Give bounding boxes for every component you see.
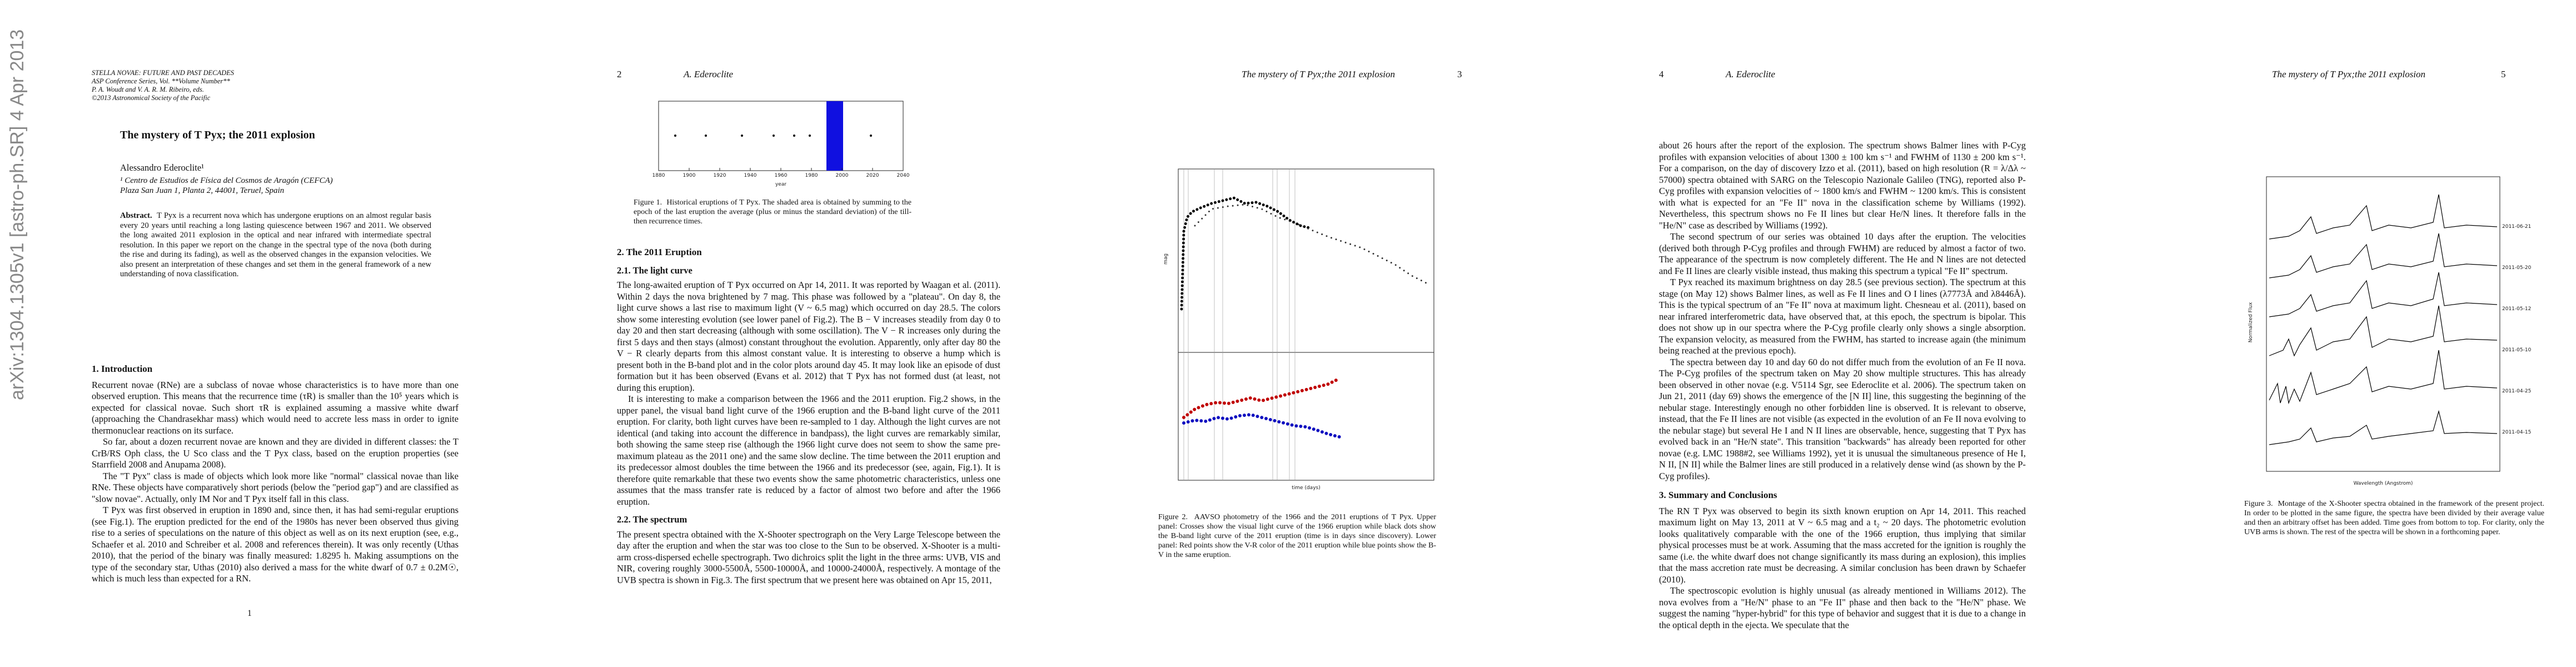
body-column: 1. Introduction Recurrent novae (RNe) ar… (92, 356, 459, 585)
body-column: 2. The 2011 Eruption 2.1. The light curv… (617, 239, 1000, 586)
subsection-heading: 2.2. The spectrum (617, 514, 687, 525)
paragraph: The "T Pyx" class is made of objects whi… (92, 470, 459, 504)
paragraph: The RN T Pyx was observed to begin its s… (1659, 505, 2026, 585)
eruption-dots (674, 135, 872, 137)
b-v-color (1182, 412, 1341, 439)
y-axis-label: Normalized Flux (2248, 302, 2254, 342)
caption-label: Figure 1. (634, 198, 662, 207)
x-tick-label: 2040 (897, 173, 910, 178)
x-tick-label: 1880 (652, 173, 665, 178)
figure-caption: Figure 3. Montage of the X-Shooter spect… (2244, 499, 2544, 537)
spectrum-date: 2011-05-12 (2502, 306, 2531, 312)
x-tick-label: 1940 (744, 173, 757, 178)
figure-caption: Figure 2. AAVSO photometry of the 1966 a… (1158, 512, 1436, 560)
page-number: 4 (1659, 69, 1664, 79)
epoch-lines (1183, 169, 1296, 480)
caption-text: Historical eruptions of T Pyx. The shade… (634, 198, 912, 226)
running-head: A. Ederoclite (684, 69, 734, 79)
header-line: ©2013 Astronomical Society of the Pacifi… (92, 94, 211, 102)
running-head: The mystery of T Pyx;the 2011 explosion (2272, 69, 2426, 79)
page-number: 5 (2501, 69, 2506, 79)
spectrum-date: 2011-04-15 (2502, 430, 2531, 435)
figure-2: mag time (days) (1163, 168, 1434, 491)
page: The mystery of T Pyx;the 2011 explosion … (1030, 0, 1546, 667)
paragraph: The second spectrum of our series was ob… (1659, 231, 2026, 276)
page: The mystery of T Pyx;the 2011 explosion … (2061, 0, 2576, 667)
figure-caption: Figure 1. Historical eruptions of T Pyx.… (634, 198, 911, 226)
author: Alessandro Ederoclite¹ (120, 162, 205, 173)
light-curve-1966 (1194, 203, 1429, 285)
figure-1: 1880 1900 1920 1940 1960 1980 2000 2020 2040 yea… (652, 101, 910, 187)
x-axis-label: year (775, 182, 786, 187)
spectrum-date: 2011-05-10 (2502, 347, 2532, 353)
caption-label: Figure 3. (2244, 500, 2273, 508)
paragraph: about 26 hours after the report of the e… (1659, 140, 2026, 231)
header-line: STELLA NOVAE: FUTURE AND PAST DECADES (92, 69, 235, 77)
paragraph: The present spectra obtained with the X-… (617, 529, 1000, 585)
x-axis-label: time (days) (1292, 485, 1320, 491)
affiliation-line: Plaza San Juan 1, Planta 2, 44001, Terue… (120, 186, 285, 195)
v-r-color (1182, 377, 1341, 419)
section-heading: 3. Summary and Conclusions (1659, 490, 1777, 500)
affiliation: ¹ Centro de Estudios de Física del Cosmo… (120, 176, 333, 196)
section-heading: 1. Introduction (92, 364, 153, 374)
caption-text: Montage of the X-Shooter spectra obtaine… (2244, 500, 2544, 536)
figure-3: 2011-06-21 2011-05-20 2011-05-12 2011-05-10… (2248, 176, 2532, 486)
paragraph: The spectra between day 10 and day 60 do… (1659, 356, 2026, 481)
header-line: P. A. Woudt and V. A. R. M. Ribeiro, eds… (92, 86, 204, 93)
running-head: The mystery of T Pyx;the 2011 explosion (1242, 69, 1396, 79)
x-axis-label: Wavelength (Angstrom) (2354, 481, 2413, 486)
spectrum-date: 2011-04-25 (2502, 389, 2531, 394)
abstract-text: T Pyx is a recurrent nova which has unde… (120, 211, 431, 278)
spectrum-date: 2011-05-20 (2502, 265, 2532, 271)
section-heading: 2. The 2011 Eruption (617, 247, 702, 257)
paragraph: So far, about a dozen recurrent novae ar… (92, 436, 459, 470)
x-tick-label: 2000 (836, 173, 849, 178)
x-tick-label: 1960 (775, 173, 788, 178)
page: 4 A. Ederoclite about 26 hours after the… (1546, 0, 2061, 667)
spectrum-date: 2011-06-21 (2502, 224, 2531, 230)
plot-frame (658, 101, 904, 171)
paragraph: The long-awaited eruption of T Pyx occur… (617, 280, 1000, 393)
header-line: ASP Conference Series, Vol. **Volume Num… (92, 77, 230, 85)
page: STELLA NOVAE: FUTURE AND PAST DECADES AS… (0, 0, 515, 667)
page-number: 2 (617, 69, 622, 79)
shaded-area (826, 101, 843, 171)
abstract-label: Abstract. (120, 211, 152, 220)
page-number: 3 (1457, 69, 1462, 79)
caption-text: AAVSO photometry of the 1966 and the 201… (1158, 513, 1436, 559)
paragraph: It is interesting to make a comparison b… (617, 394, 1000, 507)
paragraph: Recurrent novae (RNe) are a subclass of … (92, 379, 459, 436)
page: 2 A. Ederoclite 1880 1900 1920 1940 1960 1980… (515, 0, 1030, 667)
abstract: Abstract. T Pyx is a recurrent nova whic… (120, 211, 431, 280)
caption-label: Figure 2. (1158, 513, 1188, 521)
light-curve-2011 (1180, 196, 1313, 311)
spectra (2269, 194, 2498, 445)
conference-header: STELLA NOVAE: FUTURE AND PAST DECADES AS… (92, 69, 234, 102)
running-head: A. Ederoclite (1726, 69, 1776, 79)
upper-panel (1178, 168, 1434, 353)
body-column: about 26 hours after the report of the e… (1659, 140, 2026, 631)
subsection-heading: 2.1. The light curve (617, 265, 692, 276)
x-tick-label: 2020 (866, 173, 879, 178)
x-tick-label: 1900 (683, 173, 696, 178)
plot-frame (2266, 176, 2500, 472)
x-tick-label: 1920 (714, 173, 726, 178)
paragraph: The spectroscopic evolution is highly un… (1659, 585, 2026, 630)
page-number: 1 (247, 609, 252, 618)
affiliation-line: ¹ Centro de Estudios de Física del Cosmo… (120, 176, 333, 185)
paragraph: T Pyx reached its maximum brightness on … (1659, 277, 2026, 356)
paper-title: The mystery of T Pyx; the 2011 explosion (120, 129, 315, 141)
x-tick-label: 1980 (805, 173, 818, 178)
paragraph: T Pyx was first observed in eruption in … (92, 505, 459, 584)
lower-panel (1178, 352, 1434, 481)
y-axis-label: mag (1163, 253, 1169, 265)
